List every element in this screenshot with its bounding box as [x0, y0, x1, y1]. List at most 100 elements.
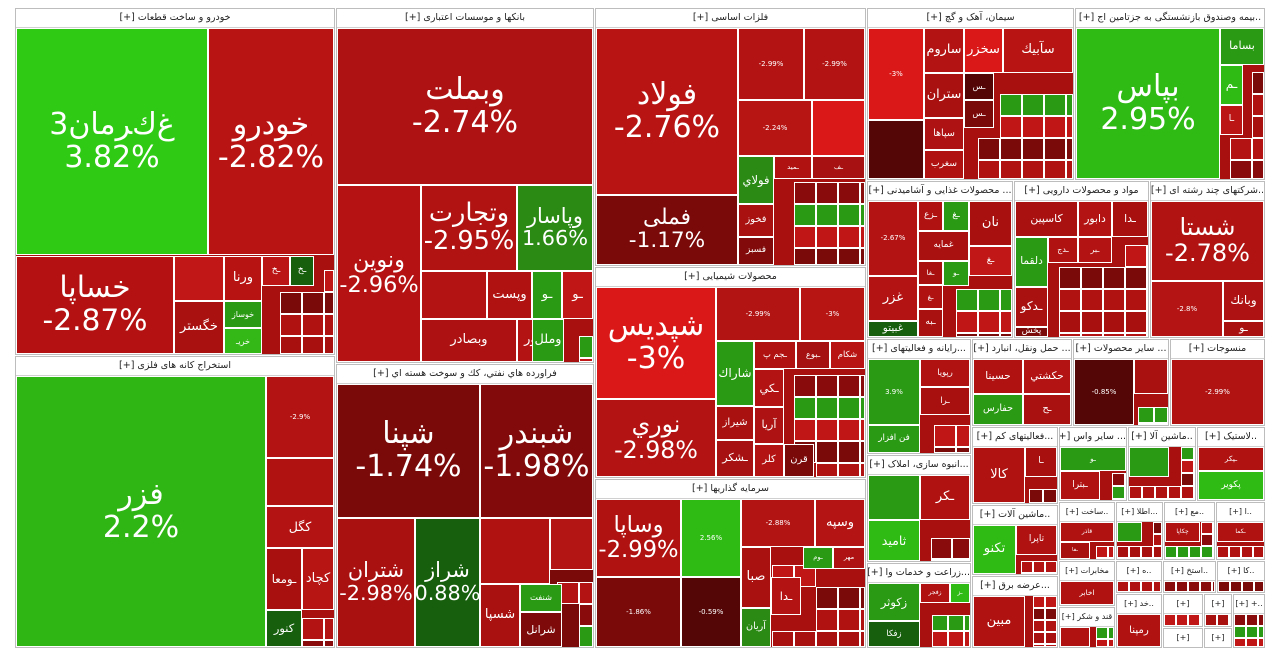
filler-tile[interactable] [1213, 522, 1214, 534]
sector-10[interactable]: مواد و محصولات دارویی [+] كاسپين دابور ـدا د… [1014, 181, 1149, 338]
filler-tile[interactable] [1181, 473, 1194, 486]
filler-tile[interactable] [1129, 581, 1141, 592]
filler-tile[interactable] [1181, 460, 1194, 473]
filler-tile[interactable] [1164, 614, 1176, 626]
sector-2[interactable]: فراورده هاي نفتي، كك و سوخت هسته اي [+] ش… [336, 364, 594, 648]
symbol-tile[interactable]: سخزر [964, 28, 1003, 73]
sector-26[interactable]: ..مع [+] چكاپا [1164, 502, 1215, 560]
filler-tile[interactable] [1213, 534, 1214, 546]
symbol-tile[interactable]: -0.85% [1074, 359, 1134, 425]
symbol-tile[interactable]: خوساز [224, 301, 262, 328]
filler-tile[interactable] [948, 615, 964, 631]
symbol-tile[interactable]: ـغ [918, 285, 943, 309]
sector-29[interactable]: قند و شكر [+] [1059, 607, 1115, 648]
sector-37[interactable]: [+] [1204, 628, 1232, 648]
filler-tile[interactable] [860, 397, 865, 419]
filler-tile[interactable] [1033, 608, 1045, 620]
filler-tile[interactable] [579, 358, 593, 362]
symbol-tile[interactable]: شيراز [716, 406, 754, 440]
filler-tile[interactable] [1229, 614, 1231, 626]
filler-tile[interactable] [860, 248, 865, 265]
symbol-tile[interactable]: -2.9% [266, 376, 334, 458]
filler-tile[interactable] [860, 609, 865, 631]
filler-tile[interactable] [1177, 546, 1189, 558]
sector-24[interactable]: ..ساخت [+] قاذر ـفا [1059, 502, 1115, 560]
filler-tile[interactable] [1045, 596, 1057, 608]
sector-header[interactable]: [+] [1205, 595, 1231, 614]
filler-tile[interactable] [1022, 94, 1044, 116]
symbol-tile[interactable] [1129, 447, 1169, 477]
symbol-tile[interactable]: ـغ [943, 201, 969, 231]
symbol-tile[interactable]: -1.86% [596, 577, 681, 647]
symbol-tile[interactable]: رپويا [920, 359, 970, 387]
symbol-tile[interactable] [868, 120, 924, 179]
symbol-tile[interactable]: نوري -2.98% [596, 399, 716, 477]
filler-tile[interactable] [1021, 573, 1033, 574]
filler-tile[interactable] [816, 609, 838, 631]
filler-tile[interactable] [1200, 581, 1212, 592]
filler-tile[interactable] [794, 419, 816, 441]
filler-tile[interactable] [978, 160, 1000, 179]
symbol-tile[interactable]: كلر [754, 444, 784, 477]
symbol-tile[interactable]: فخوز [738, 204, 774, 237]
filler-tile[interactable] [302, 336, 324, 354]
symbol-tile[interactable]: شسپا [480, 584, 520, 647]
filler-tile[interactable] [1108, 639, 1114, 647]
filler-tile[interactable] [1246, 614, 1258, 626]
filler-tile[interactable] [1153, 558, 1162, 559]
filler-tile[interactable] [1246, 638, 1258, 647]
sector-header[interactable]: ...انبوه سازی، املاک [+] [868, 456, 970, 475]
filler-tile[interactable] [1213, 558, 1214, 559]
filler-tile[interactable] [1252, 72, 1264, 94]
filler-tile[interactable] [1201, 558, 1213, 559]
symbol-tile[interactable]: ـرا [920, 387, 970, 415]
symbol-tile[interactable]: 3.9% [868, 359, 920, 425]
sector-header[interactable]: ..بیمه وصندوق بازنشستگی به جزتامین اج [+… [1076, 9, 1264, 28]
filler-tile[interactable] [978, 138, 1000, 160]
symbol-tile[interactable]: رمپنا [1117, 614, 1161, 647]
filler-tile[interactable] [280, 292, 302, 314]
filler-tile[interactable] [1201, 546, 1213, 558]
filler-tile[interactable] [1189, 558, 1201, 559]
filler-tile[interactable] [1147, 311, 1148, 333]
filler-tile[interactable] [579, 604, 593, 626]
symbol-tile[interactable]: دلقما [1015, 237, 1048, 287]
filler-tile[interactable] [838, 375, 860, 397]
sector-11[interactable]: ..شرکتهای چند رشته ای [+] شستا -2.78% -2.8%… [1150, 181, 1265, 338]
filler-tile[interactable] [1154, 423, 1168, 425]
sector-header[interactable]: قند و شكر [+] [1060, 608, 1114, 627]
sector-33[interactable]: ..خد [+] رمپنا [1116, 594, 1162, 648]
symbol-tile[interactable]: -2.88% [741, 499, 815, 547]
filler-tile[interactable] [1253, 558, 1264, 559]
filler-tile[interactable] [816, 587, 838, 609]
symbol-tile[interactable] [550, 518, 593, 570]
filler-tile[interactable] [1129, 558, 1141, 559]
filler-tile[interactable] [1129, 486, 1142, 499]
symbol-tile[interactable]: ﻍﻙﺮﻣﺎﻥ3 3.82% [16, 28, 208, 255]
symbol-tile[interactable]: پخش [1015, 327, 1048, 337]
filler-tile[interactable] [1141, 581, 1153, 592]
symbol-tile[interactable]: ـو [532, 271, 562, 319]
sector-header[interactable]: سیمان، آهک و گچ [+] [868, 9, 1073, 28]
sector-header[interactable]: [+] [1164, 629, 1202, 647]
filler-tile[interactable] [956, 289, 978, 311]
sector-header[interactable]: ..لاستیک [+] [1198, 428, 1264, 447]
filler-tile[interactable] [956, 447, 970, 453]
sector-22[interactable]: ..ماشین آلا [+] [1128, 427, 1196, 501]
filler-tile[interactable] [1066, 160, 1073, 179]
symbol-tile[interactable] [266, 458, 334, 506]
filler-tile[interactable] [324, 640, 334, 647]
sector-header[interactable]: ... محصولات غذایی و آشامیدنی [+] [868, 182, 1012, 201]
filler-tile[interactable] [1155, 486, 1168, 499]
symbol-tile[interactable]: نان [969, 201, 1012, 246]
filler-tile[interactable] [1201, 522, 1213, 534]
filler-tile[interactable] [1147, 245, 1148, 267]
filler-tile[interactable] [816, 204, 838, 226]
filler-tile[interactable] [1021, 561, 1033, 573]
filler-tile[interactable] [1059, 311, 1081, 333]
symbol-tile[interactable]: ـومعا [266, 548, 302, 610]
filler-tile[interactable] [1000, 311, 1012, 333]
sector-header[interactable]: فلزات اساسی [+] [596, 9, 865, 28]
filler-tile[interactable] [838, 419, 860, 441]
symbol-tile[interactable]: ستران [924, 73, 964, 118]
